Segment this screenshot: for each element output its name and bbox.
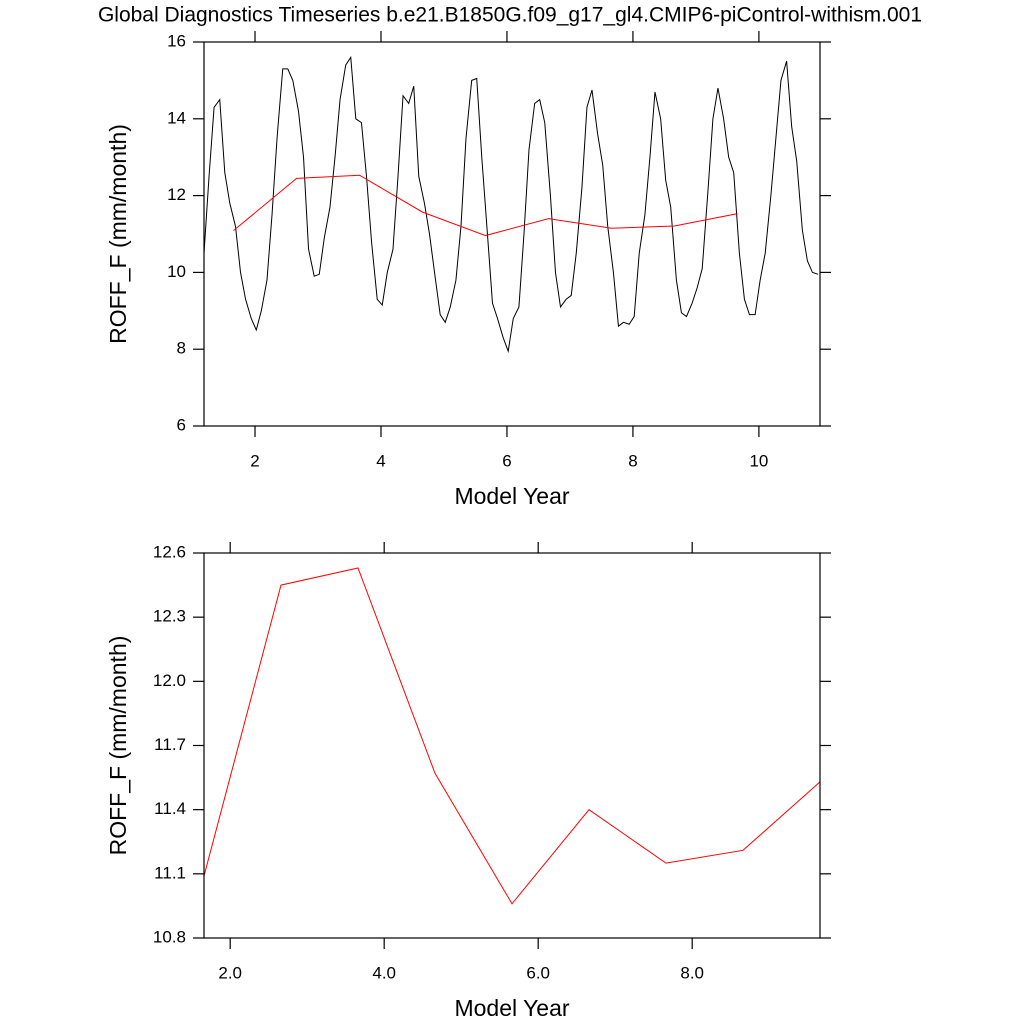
y-tick-label: 12 bbox=[167, 185, 186, 204]
x-axis-label: Model Year bbox=[454, 995, 569, 1021]
y-tick-label: 11.1 bbox=[154, 863, 186, 882]
data-line bbox=[203, 567, 821, 905]
x-tick-label: 8.0 bbox=[680, 963, 704, 982]
x-tick-label: 6 bbox=[502, 451, 511, 470]
y-tick-label: 10 bbox=[167, 262, 186, 281]
x-tick-label: 2 bbox=[250, 451, 259, 470]
plot-frame bbox=[203, 41, 821, 427]
x-tick-label: 8 bbox=[628, 451, 637, 470]
x-tick-label: 6.0 bbox=[526, 963, 550, 982]
x-axis-label: Model Year bbox=[454, 483, 569, 509]
y-tick-label: 12.6 bbox=[153, 542, 186, 561]
y-axis-label: ROFF_F (mm/month) bbox=[105, 636, 131, 856]
y-tick-label: 12.3 bbox=[153, 607, 186, 626]
y-tick-label: 11.7 bbox=[154, 735, 186, 754]
x-tick-label: 10 bbox=[749, 451, 768, 470]
x-tick-label: 4.0 bbox=[372, 963, 396, 982]
y-tick-label: 11.4 bbox=[154, 799, 186, 818]
y-tick-label: 16 bbox=[167, 31, 186, 50]
y-tick-label: 14 bbox=[167, 108, 186, 127]
y-tick-label: 12.0 bbox=[153, 671, 186, 690]
y-tick-label: 6 bbox=[177, 415, 186, 434]
data-line bbox=[203, 55, 819, 354]
y-axis-label: ROFF_F (mm/month) bbox=[105, 124, 131, 344]
x-tick-label: 4 bbox=[376, 451, 385, 470]
x-tick-label: 2.0 bbox=[218, 963, 242, 982]
chart-title: Global Diagnostics Timeseries b.e21.B185… bbox=[98, 4, 922, 27]
data-line bbox=[233, 174, 738, 237]
y-tick-label: 8 bbox=[177, 339, 186, 358]
y-tick-label: 10.8 bbox=[153, 927, 186, 946]
